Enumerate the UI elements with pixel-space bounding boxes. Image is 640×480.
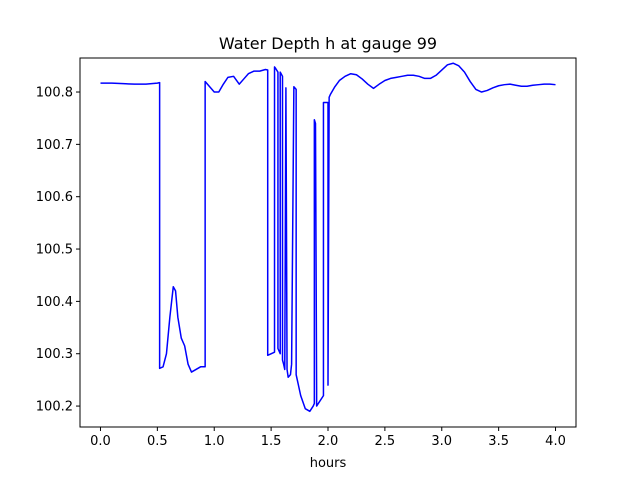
x-axis-label: hours [310, 456, 347, 471]
plot-area: 0.0 0.5 1.0 1.5 2.0 2.5 3.0 3.5 4.0 100.2 100.3 100… [36, 57, 577, 449]
y-tick-label: 100.4 [36, 295, 73, 310]
y-tick-label: 100.7 [36, 138, 73, 153]
y-tick-label: 100.2 [36, 400, 73, 415]
x-tick-label: 4.0 [545, 434, 566, 449]
x-tick-label: 1.0 [204, 434, 225, 449]
x-tick-label: 1.5 [261, 434, 282, 449]
y-tick-label: 100.3 [36, 347, 73, 362]
x-tick-label: 0.5 [147, 434, 168, 449]
data-series-line-0 [100, 62, 556, 413]
x-tick-label: 3.0 [431, 434, 452, 449]
y-tick-label: 100.5 [36, 243, 73, 258]
y-tick-label: 100.6 [36, 190, 73, 205]
x-tick-label: 3.5 [488, 434, 509, 449]
x-tick-label: 0.0 [90, 434, 111, 449]
chart-title: Water Depth h at gauge 99 [219, 34, 437, 53]
x-tick-label: 2.5 [375, 434, 396, 449]
x-tick-label: 2.0 [318, 434, 339, 449]
y-tick-label: 100.8 [36, 86, 73, 101]
